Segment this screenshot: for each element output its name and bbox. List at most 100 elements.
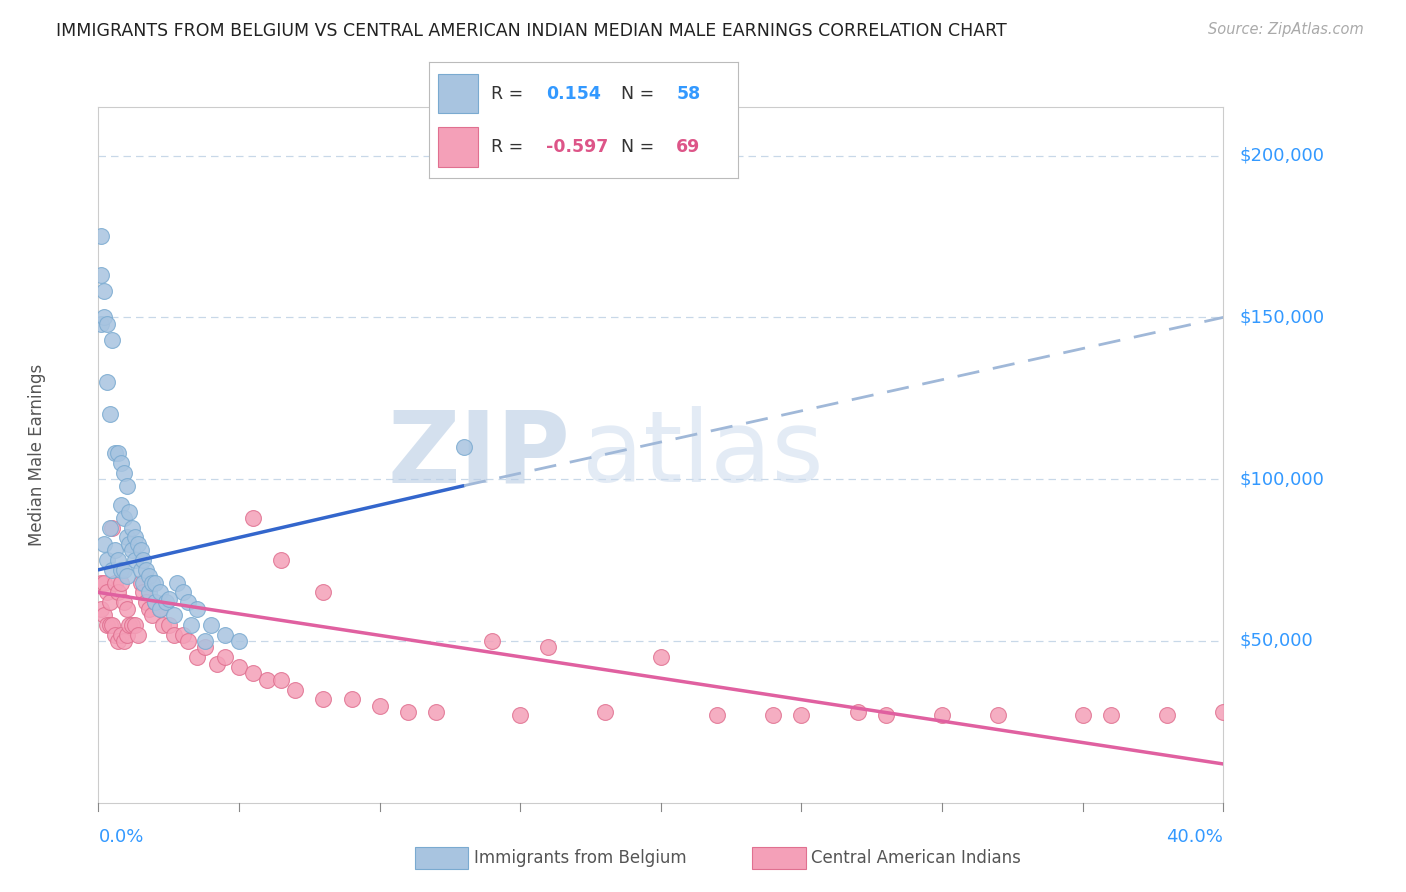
Text: $200,000: $200,000 xyxy=(1240,146,1324,165)
Point xyxy=(107,446,129,460)
Text: 58: 58 xyxy=(676,85,700,103)
Point xyxy=(425,705,447,719)
Point xyxy=(177,595,200,609)
Point xyxy=(129,563,152,577)
Point xyxy=(368,698,391,713)
Point xyxy=(141,575,163,590)
Point xyxy=(270,553,292,567)
Point xyxy=(1099,708,1122,723)
Point xyxy=(1212,705,1234,719)
Point xyxy=(98,521,121,535)
Text: N =: N = xyxy=(620,85,654,103)
Point xyxy=(96,317,118,331)
Text: R =: R = xyxy=(491,138,523,156)
Point xyxy=(163,608,186,623)
Point xyxy=(118,537,141,551)
Point xyxy=(138,569,160,583)
Text: Median Male Earnings: Median Male Earnings xyxy=(28,364,45,546)
Point xyxy=(115,601,138,615)
Text: R =: R = xyxy=(491,85,523,103)
Point xyxy=(110,627,132,641)
Point xyxy=(112,511,135,525)
Point xyxy=(132,585,155,599)
Point xyxy=(143,595,166,609)
Point xyxy=(101,521,124,535)
Point xyxy=(98,617,121,632)
Point xyxy=(537,640,560,655)
Text: Central American Indians: Central American Indians xyxy=(811,849,1021,867)
Point xyxy=(96,375,118,389)
Point xyxy=(762,708,785,723)
Point xyxy=(129,543,152,558)
Point xyxy=(98,408,121,422)
Point xyxy=(101,333,124,347)
Point xyxy=(101,563,124,577)
Point xyxy=(152,617,174,632)
Point xyxy=(143,575,166,590)
Point xyxy=(104,446,127,460)
Point xyxy=(312,692,335,706)
Point xyxy=(132,575,155,590)
Point xyxy=(172,627,194,641)
Point xyxy=(593,705,616,719)
Point xyxy=(143,595,166,609)
Point xyxy=(846,705,869,719)
Point xyxy=(172,585,194,599)
Text: -0.597: -0.597 xyxy=(547,138,609,156)
Point xyxy=(135,595,157,609)
Text: N =: N = xyxy=(620,138,654,156)
Point xyxy=(135,563,157,577)
Bar xyxy=(439,128,478,167)
Point xyxy=(121,543,143,558)
Point xyxy=(205,657,228,671)
Point xyxy=(96,617,118,632)
Text: Source: ZipAtlas.com: Source: ZipAtlas.com xyxy=(1208,22,1364,37)
Point xyxy=(121,617,143,632)
Point xyxy=(650,650,672,665)
Point xyxy=(110,498,132,512)
Point xyxy=(110,456,132,470)
Point xyxy=(157,591,180,606)
Point xyxy=(101,617,124,632)
Point xyxy=(90,601,112,615)
Point xyxy=(98,595,121,609)
Point xyxy=(124,617,146,632)
Point xyxy=(157,617,180,632)
Point xyxy=(155,595,177,609)
Point xyxy=(149,601,172,615)
Point xyxy=(706,708,728,723)
Point xyxy=(312,585,335,599)
Point xyxy=(284,682,307,697)
Point xyxy=(790,708,813,723)
Point xyxy=(121,521,143,535)
Text: IMMIGRANTS FROM BELGIUM VS CENTRAL AMERICAN INDIAN MEDIAN MALE EARNINGS CORRELAT: IMMIGRANTS FROM BELGIUM VS CENTRAL AMERI… xyxy=(56,22,1007,40)
Point xyxy=(340,692,363,706)
Point xyxy=(93,537,115,551)
Point xyxy=(110,563,132,577)
Point xyxy=(177,634,200,648)
Point xyxy=(138,585,160,599)
Point xyxy=(163,627,186,641)
Point xyxy=(149,601,172,615)
Point xyxy=(1156,708,1178,723)
Point xyxy=(127,627,149,641)
Text: ZIP: ZIP xyxy=(388,407,571,503)
Point xyxy=(242,511,264,525)
Point xyxy=(124,531,146,545)
Point xyxy=(112,595,135,609)
Point xyxy=(186,650,208,665)
Point xyxy=(214,627,236,641)
Point xyxy=(396,705,419,719)
Text: Immigrants from Belgium: Immigrants from Belgium xyxy=(474,849,686,867)
Point xyxy=(118,617,141,632)
Bar xyxy=(439,74,478,113)
Point xyxy=(453,440,475,454)
Point xyxy=(90,268,112,283)
Point xyxy=(228,660,250,674)
Point xyxy=(509,708,531,723)
Point xyxy=(166,575,188,590)
Point xyxy=(96,553,118,567)
Point xyxy=(875,708,897,723)
Point xyxy=(132,553,155,567)
Point xyxy=(115,531,138,545)
